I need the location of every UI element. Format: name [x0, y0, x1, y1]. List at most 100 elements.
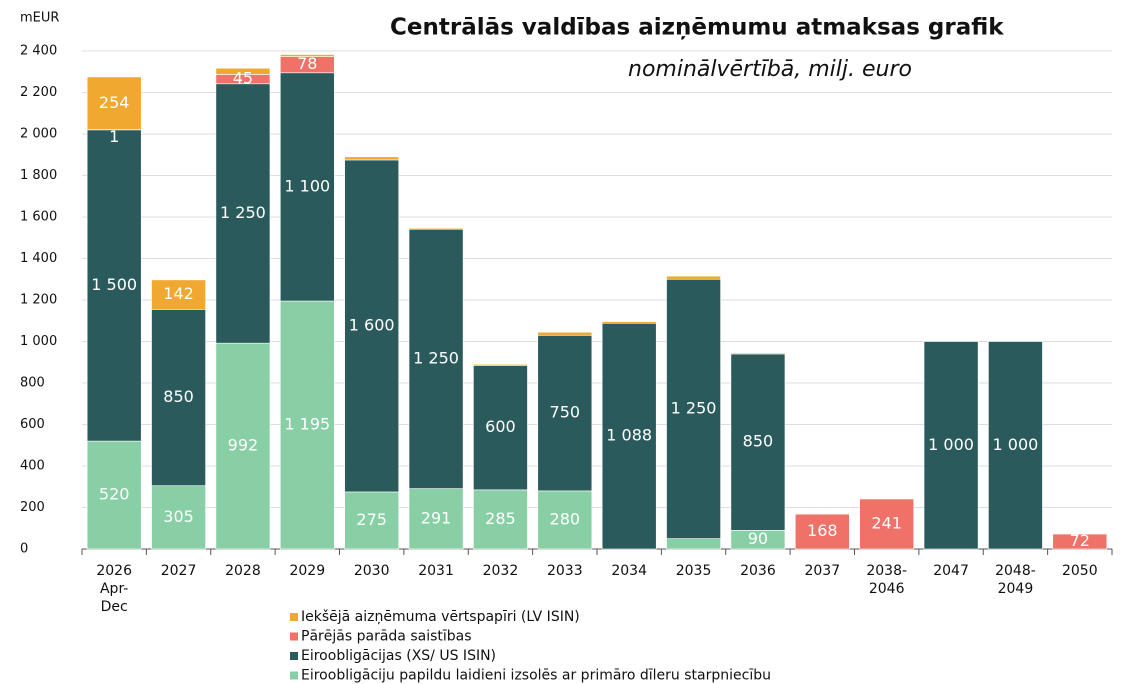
bar-segment: [215, 67, 271, 75]
x-tick-label: 2028: [225, 563, 261, 579]
value-label: 275: [356, 510, 387, 529]
value-label: 305: [163, 507, 194, 526]
x-tick-label: 2031: [418, 563, 454, 579]
value-label: 45: [233, 69, 253, 88]
x-tick-label: 2050: [1062, 563, 1098, 579]
value-label: 850: [163, 387, 194, 406]
bar-segment: [537, 334, 593, 492]
y-tick-label: 0: [20, 542, 28, 557]
bar-segment: [344, 156, 400, 161]
y-tick-label: 800: [20, 376, 45, 391]
bar-segment: [408, 488, 464, 550]
bar-segment: [215, 342, 271, 550]
value-label: 280: [550, 509, 581, 528]
value-label: 1: [109, 127, 119, 146]
value-label: 90: [748, 529, 768, 548]
bar-segment: [151, 279, 206, 310]
value-label: 520: [99, 485, 130, 504]
bar-segment: [151, 485, 206, 550]
bar-segment: [408, 228, 464, 489]
value-label: 142: [163, 284, 194, 303]
y-axis-label: mEUR: [20, 11, 59, 26]
bar-segment: [666, 275, 721, 280]
x-tick-label: 2032: [483, 563, 519, 579]
x-tick-label: 2033: [547, 563, 583, 579]
x-tick-label: Dec: [101, 599, 128, 615]
bar-segment: [344, 159, 400, 493]
legend-swatch: [290, 632, 298, 641]
legend-swatch: [290, 652, 298, 660]
bar-segment: [473, 365, 528, 491]
x-tick-label: 2026: [96, 563, 132, 579]
bar-segment: [1052, 533, 1108, 550]
value-label: 168: [807, 521, 838, 540]
bar-segment: [279, 54, 335, 57]
value-label: 1 250: [671, 398, 717, 417]
value-label: 1 250: [220, 203, 266, 222]
bar-segment: [859, 498, 915, 550]
value-label: 600: [485, 417, 516, 436]
x-tick-label: 2035: [676, 563, 712, 579]
value-label: 1 000: [993, 435, 1039, 454]
x-tick-label: 2046: [869, 581, 905, 597]
x-tick-label: 2048-: [995, 563, 1036, 579]
x-tick-label: 2030: [354, 563, 390, 579]
bar-segment: [537, 490, 593, 550]
bar-segment: [279, 300, 335, 550]
x-tick-label: Apr-: [100, 581, 128, 597]
value-label: 285: [485, 509, 516, 528]
y-tick-label: 2 400: [20, 44, 57, 59]
bar-segment: [988, 341, 1043, 550]
y-tick-label: 2 000: [20, 127, 57, 142]
x-tick-label: 2047: [933, 563, 969, 579]
x-tick-label: 2049: [998, 581, 1034, 597]
value-label: 1 195: [284, 415, 330, 434]
chart-subtitle: nominālvērtībā, milj. euro: [628, 57, 912, 82]
bar-segment: [730, 352, 786, 355]
value-label: 750: [550, 403, 581, 422]
value-label: 241: [871, 513, 902, 532]
bar-segment: [215, 83, 271, 344]
bar-segment: [666, 538, 721, 550]
value-label: 291: [421, 508, 452, 527]
legend-label: Eiroobligācijas (XS/ US ISIN): [301, 648, 496, 664]
y-tick-label: 1 800: [20, 168, 57, 183]
value-label: 72: [1070, 531, 1090, 550]
bar-segment: [279, 72, 335, 302]
x-tick-label: 2037: [804, 563, 840, 579]
legend-label: Iekšējā aizņēmuma vērtspapīri (LV ISIN): [301, 609, 580, 625]
y-tick-label: 1 200: [20, 293, 57, 308]
bar-segment: [86, 129, 142, 442]
bar-segment: [666, 278, 721, 539]
bar-segment: [408, 227, 464, 230]
x-tick-label: 2027: [161, 563, 197, 579]
bar-segment: [537, 331, 593, 336]
bar-segment: [473, 489, 528, 550]
value-label: 78: [297, 54, 317, 73]
legend-swatch: [290, 671, 298, 680]
y-tick-label: 600: [20, 417, 45, 432]
value-label: 1 088: [606, 426, 652, 445]
value-label: 992: [228, 436, 259, 455]
value-label: 1 250: [413, 348, 459, 367]
bar-segment: [601, 322, 657, 550]
value-label: 1 600: [349, 315, 395, 334]
value-label: 254: [99, 93, 130, 112]
bar-segment: [473, 364, 528, 366]
x-tick-label: 2036: [740, 563, 776, 579]
x-tick-label: 2034: [611, 563, 647, 579]
value-label: 850: [743, 432, 774, 451]
bar-segment: [601, 321, 657, 324]
y-tick-label: 1 400: [20, 251, 57, 266]
chart-title: Centrālās valdības aizņēmumu atmaksas gr…: [390, 15, 1004, 41]
value-label: 1 500: [91, 275, 137, 294]
bar-segment: [923, 341, 979, 550]
value-label: 1 000: [928, 435, 974, 454]
y-tick-label: 200: [20, 500, 45, 515]
legend-label: Pārējās parāda saistības: [301, 629, 472, 645]
y-tick-label: 1 600: [20, 210, 57, 225]
x-tick-label: 2029: [289, 563, 325, 579]
legend-swatch: [290, 613, 298, 621]
bar-segment: [730, 353, 786, 531]
